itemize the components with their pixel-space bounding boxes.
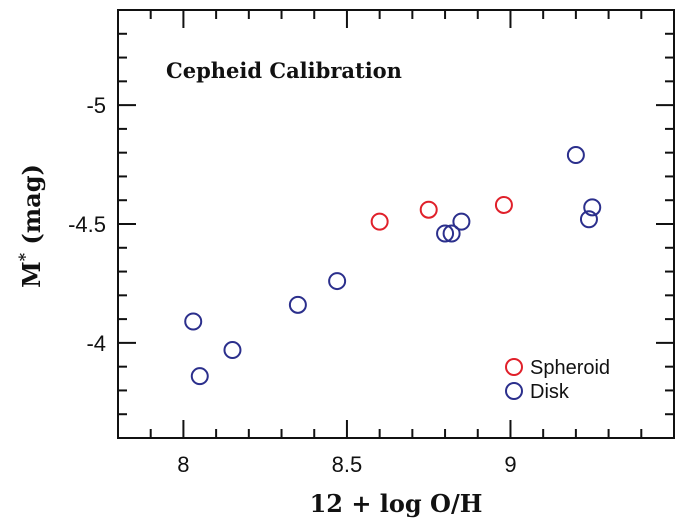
legend-label-spheroid: Spheroid	[530, 357, 610, 379]
legend: Spheroid Disk	[505, 357, 610, 403]
y-axis-title-sup: *	[15, 252, 34, 261]
data-point-disk	[184, 312, 203, 331]
x-tick-label: 8	[177, 452, 189, 477]
data-point-disk	[436, 224, 455, 243]
y-axis-title: M* (mag)	[15, 164, 46, 288]
y-axis-title-main: M	[17, 261, 46, 288]
data-point-disk	[442, 224, 461, 243]
data-point-disk	[288, 295, 307, 314]
legend-marker-disk	[505, 382, 523, 400]
y-axis-title-unit: (mag)	[17, 164, 46, 244]
x-tick-label: 8.5	[332, 452, 363, 477]
data-point-spheroid	[494, 195, 513, 214]
data-point-disk	[328, 272, 347, 291]
data-point-disk	[566, 146, 585, 165]
axis-ticks	[118, 10, 674, 438]
y-tick-label: -4	[86, 331, 106, 356]
legend-marker-spheroid	[505, 358, 523, 376]
y-tick-label: -4.5	[68, 212, 106, 237]
legend-label-disk: Disk	[530, 381, 570, 403]
svg-text:M* (mag): M* (mag)	[15, 164, 46, 288]
data-point-disk	[579, 210, 598, 229]
data-point-spheroid	[419, 200, 438, 219]
data-point-disk	[190, 367, 209, 386]
x-tick-label: 9	[504, 452, 516, 477]
tick-labels: 8 8.5 9 -4 -4.5 -5	[68, 93, 517, 477]
chart-title: Cepheid Calibration	[166, 58, 402, 83]
y-tick-label: -5	[86, 93, 106, 118]
x-axis-title: 12 + log O/H	[310, 489, 483, 518]
data-point-disk	[452, 212, 471, 231]
data-point-disk	[223, 341, 242, 360]
data-point-spheroid	[370, 212, 389, 231]
data-points	[184, 146, 602, 386]
data-point-disk	[583, 198, 602, 217]
